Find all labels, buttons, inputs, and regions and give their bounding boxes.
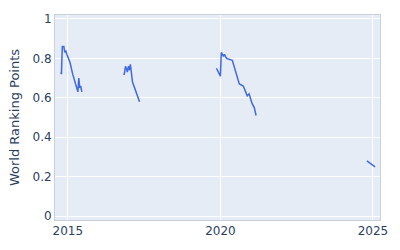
svg-text:World Ranking Points: World Ranking Points — [7, 49, 22, 186]
svg-text:0.8: 0.8 — [33, 52, 52, 66]
svg-text:1: 1 — [44, 12, 52, 26]
svg-text:0: 0 — [44, 209, 52, 223]
svg-text:0.2: 0.2 — [33, 170, 52, 184]
svg-text:2020: 2020 — [205, 224, 236, 238]
svg-text:0.6: 0.6 — [33, 91, 52, 105]
svg-text:0.4: 0.4 — [33, 130, 52, 144]
svg-text:2015: 2015 — [53, 224, 84, 238]
svg-text:2025: 2025 — [358, 224, 389, 238]
